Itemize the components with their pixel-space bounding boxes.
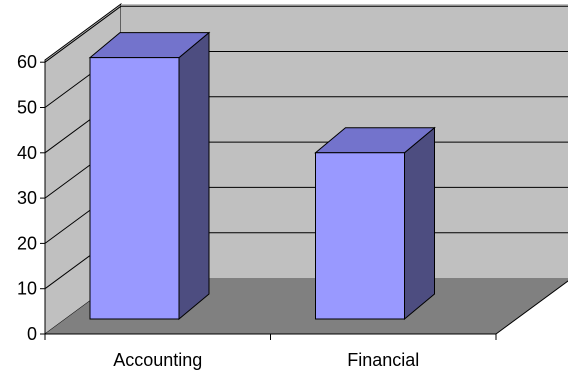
- y-tick-label: 0: [27, 324, 37, 344]
- y-tick-label: 20: [17, 233, 37, 253]
- bar: [88, 31, 211, 321]
- y-tick-label: 60: [17, 52, 37, 72]
- floor-edge-right: [495, 280, 568, 335]
- bar: [314, 126, 436, 321]
- y-tick-label: 10: [17, 279, 37, 299]
- bars: [88, 31, 436, 321]
- gridline-side: [44, 5, 122, 63]
- bar-side: [404, 126, 435, 321]
- y-tick-label: 40: [17, 143, 37, 163]
- bar-side: [178, 31, 210, 321]
- bar-front: [89, 57, 180, 320]
- x-tick-label: Accounting: [113, 350, 202, 370]
- bar-front: [315, 152, 405, 320]
- y-tick-label: 50: [17, 98, 37, 118]
- axes: 0 10 20 30 40 50 60 Accounting Financial: [17, 52, 568, 370]
- y-tick-label: 30: [17, 188, 37, 208]
- x-tick-label: Financial: [347, 350, 419, 370]
